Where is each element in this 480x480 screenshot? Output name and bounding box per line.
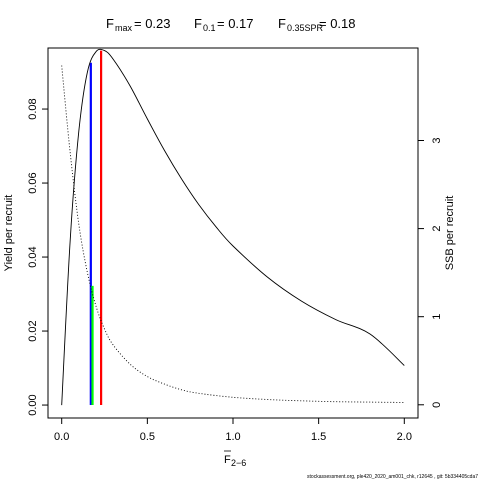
f035spr-label: F: [278, 16, 286, 31]
x-tick-label: 1.5: [311, 431, 326, 443]
y-right-tick-label: 1: [431, 314, 443, 320]
chart-title: F max = 0.23 F 0.1 = 0.17 F 0.35SPR = 0.…: [106, 16, 356, 33]
f035spr-subscript: 0.35SPR: [287, 23, 324, 33]
x-axis-label-subscript: 2−6: [231, 458, 246, 468]
y-axis-left-label: Yield per recruit: [3, 195, 15, 272]
fmax-value: = 0.23: [134, 16, 171, 31]
footer-note: stockassessment.org, ple420_2020_am001_c…: [307, 474, 478, 480]
ssb-per-recruit-curve: [61, 65, 405, 403]
y-right-tick-label: 2: [431, 226, 443, 232]
f01-subscript: 0.1: [203, 23, 216, 33]
y-axis-left: 0.00 0.02 0.04 0.06 0.08: [27, 98, 49, 416]
y-axis-right: 0 1 2 3: [417, 137, 443, 408]
f01-label: F: [194, 16, 202, 31]
x-tick-label: 2.0: [397, 431, 412, 443]
series-layer: [61, 48, 405, 406]
x-axis-label: F 2−6: [224, 450, 246, 468]
x-axis: 0.0 0.5 1.0 1.5 2.0: [54, 417, 412, 443]
f035spr-value: = 0.18: [319, 16, 356, 31]
y-left-tick-label: 0.08: [27, 98, 39, 119]
y-left-tick-label: 0.02: [27, 320, 39, 341]
x-tick-label: 0.0: [54, 431, 69, 443]
y-right-tick-label: 0: [431, 402, 443, 408]
yield-per-recruit-curve: [61, 48, 405, 406]
y-left-tick-label: 0.00: [27, 394, 39, 415]
f01-value: = 0.17: [217, 16, 254, 31]
fmax-label: F: [106, 16, 114, 31]
y-left-tick-label: 0.04: [27, 246, 39, 267]
y-right-tick-label: 3: [431, 137, 443, 143]
x-axis-label-text: F: [224, 454, 231, 466]
y-left-tick-label: 0.06: [27, 172, 39, 193]
x-tick-label: 0.5: [140, 431, 155, 443]
reference-lines: [89, 50, 103, 406]
y-axis-right-label: SSB per recruit: [444, 196, 456, 271]
plot-frame: [47, 47, 419, 419]
fmax-subscript: max: [115, 23, 133, 33]
x-tick-label: 1.0: [225, 431, 240, 443]
